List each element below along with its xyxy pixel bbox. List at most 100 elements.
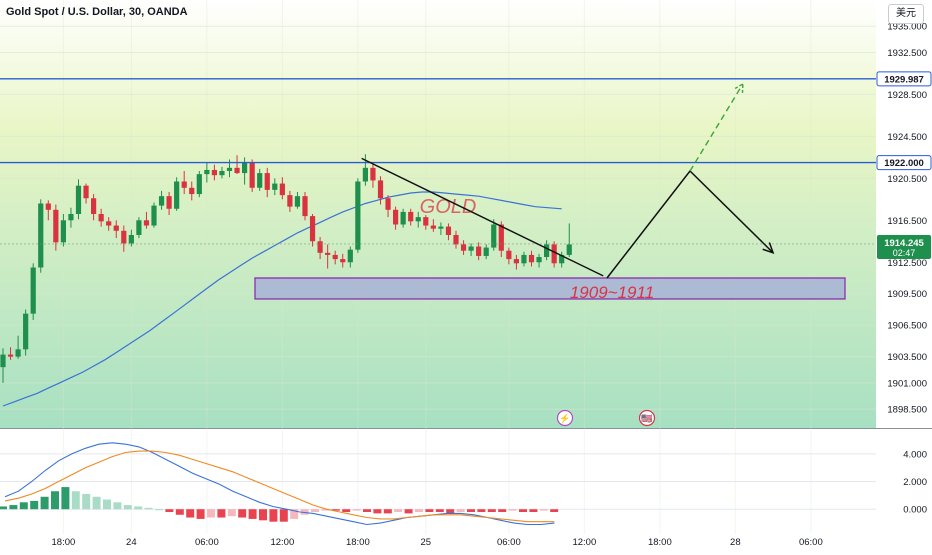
candle	[189, 181, 195, 201]
macd-histogram-bar	[477, 509, 486, 512]
macd-histogram-bar	[550, 509, 559, 512]
candle-body	[242, 162, 248, 174]
macd-histogram-bar	[51, 491, 59, 510]
candle	[528, 250, 535, 267]
candle	[219, 166, 225, 179]
macd-tick-label: 0.000	[903, 505, 927, 516]
candle-body	[181, 181, 187, 188]
candle-body	[491, 224, 497, 248]
chart-title: Gold Spot / U.S. Dollar, 30, OANDA	[6, 6, 188, 18]
candle-body	[98, 214, 104, 222]
macd-histogram-bar	[103, 499, 111, 510]
candle-body	[408, 211, 414, 222]
macd-histogram-bar	[529, 509, 538, 512]
candle	[196, 170, 202, 198]
candle-body	[385, 198, 391, 210]
macd-histogram-bar	[290, 509, 299, 519]
macd-histogram-bar	[352, 509, 361, 511]
support-zone[interactable]: 1909~1911	[254, 277, 846, 302]
candle-body	[544, 244, 550, 258]
candle-body	[151, 205, 157, 226]
candle	[113, 220, 119, 239]
candle-body	[143, 220, 150, 226]
lightning-event-icon[interactable]: ⚡	[556, 409, 574, 427]
macd-histogram-bar	[311, 509, 319, 512]
candle	[309, 214, 316, 247]
candle-body	[75, 185, 82, 214]
candle-body	[196, 174, 202, 195]
candle-body	[219, 170, 225, 176]
candle	[264, 167, 270, 198]
candle-body	[415, 217, 421, 222]
candle-body	[7, 354, 14, 357]
candle	[211, 164, 217, 181]
candle-body	[355, 181, 361, 250]
candle-body	[0, 354, 6, 368]
candle	[15, 335, 21, 359]
event-icons[interactable]: ⚡ 🇺🇸	[556, 409, 656, 427]
candle	[415, 211, 421, 228]
macd-histogram-bar	[331, 509, 340, 511]
candle	[75, 179, 82, 220]
countdown-badge: 02:47	[893, 248, 916, 258]
lightning-event-icon-glyph: ⚡	[559, 413, 570, 425]
macd-histogram-bar	[519, 509, 527, 512]
macd-signal-line	[4, 450, 555, 523]
candle	[45, 200, 51, 221]
macd-histogram-bar	[363, 509, 371, 512]
drawings[interactable]	[361, 82, 775, 279]
price-axis[interactable]: 1935.000 1932.500 1928.500 1924.500 1920.500…	[887, 22, 927, 516]
candle	[498, 221, 504, 258]
candle	[408, 208, 414, 226]
candle	[279, 177, 285, 200]
macd-histogram-bar	[92, 496, 101, 510]
dashed-projection-arrowhead	[734, 82, 744, 93]
candle	[181, 170, 187, 195]
candle	[453, 230, 459, 249]
candle	[143, 211, 150, 229]
time-axis-background	[0, 534, 932, 550]
gold-watermark: GOLD	[420, 196, 477, 218]
price-tick-label: 1906.500	[887, 321, 927, 332]
macd-histogram-bar	[40, 496, 49, 510]
candle	[158, 190, 165, 210]
macd-histogram-bar	[61, 487, 70, 510]
price-tick-label: 1903.500	[887, 352, 927, 363]
price-tick-label: 1932.500	[887, 48, 927, 59]
horizontal-levels[interactable]	[0, 78, 876, 245]
candle	[385, 195, 391, 218]
candle	[174, 177, 180, 211]
us-flag-event-icon[interactable]: 🇺🇸	[638, 409, 656, 427]
macd-histogram-bar	[19, 502, 28, 510]
macd-histogram-bar	[238, 509, 247, 518]
currency-button[interactable]: 美元	[888, 4, 924, 24]
candle	[0, 348, 6, 383]
candle	[566, 223, 572, 258]
candle-body	[521, 254, 527, 264]
macd-histogram-bar	[269, 509, 278, 522]
macd-histogram-bar	[404, 509, 413, 514]
candle-body	[513, 259, 519, 264]
macd-histogram-bar	[498, 509, 507, 512]
candle	[445, 223, 452, 241]
candle	[136, 217, 142, 239]
price-tick-label: 1935.000	[887, 22, 927, 33]
candle	[91, 194, 97, 221]
price-tick-label: 1920.500	[887, 174, 927, 185]
time-axis[interactable]: 18:00 24 06:00 12:00 18:00 25 06:00 12:00 18:00 2…	[52, 537, 823, 548]
macd-histogram-bar	[186, 509, 195, 518]
candle-body	[38, 203, 44, 268]
candle	[166, 191, 172, 216]
candle-body	[211, 169, 217, 176]
candle	[272, 178, 278, 196]
macd-histogram-bar	[175, 509, 184, 515]
candle-body	[174, 181, 180, 209]
candle	[60, 214, 66, 247]
candle	[38, 199, 44, 273]
candle	[7, 347, 14, 360]
macd-histogram-bar	[446, 509, 455, 514]
candle	[332, 250, 338, 265]
macd-tick-label: 4.000	[903, 449, 927, 460]
